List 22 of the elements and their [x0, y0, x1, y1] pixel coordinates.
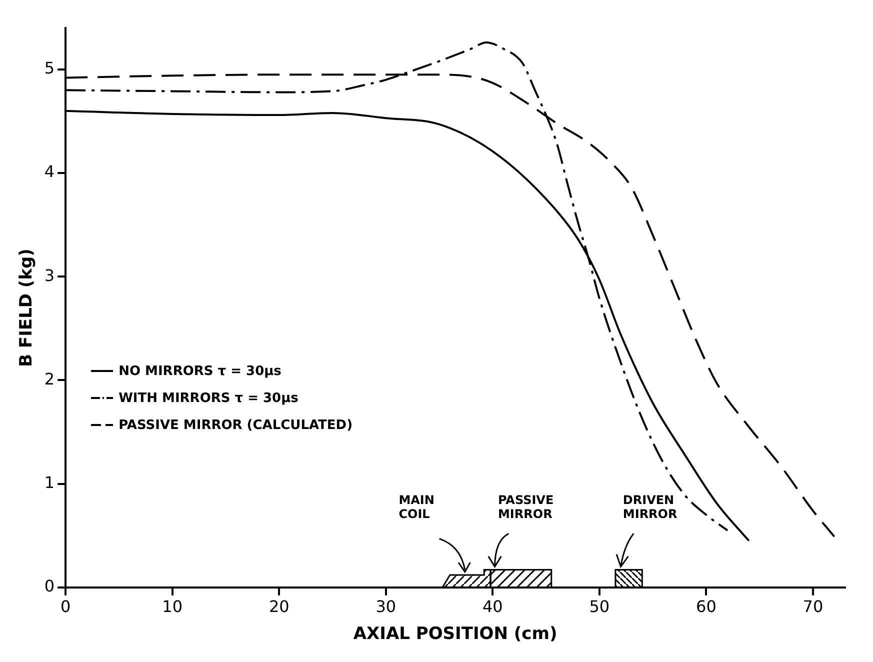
x-tick-label: 70: [802, 597, 824, 616]
x-tick-label: 30: [376, 597, 396, 616]
annotation: PASSIVE MIRROR: [498, 493, 555, 522]
legend-label: NO MIRRORS τ = 30μs: [118, 364, 282, 379]
x-tick-label: 0: [60, 597, 71, 616]
annotation: DRIVEN MIRROR: [622, 493, 678, 522]
y-tick-label: 3: [44, 266, 55, 285]
y-tick-label: 5: [44, 58, 55, 78]
x-tick-label: 40: [482, 597, 503, 616]
annotation: MAIN COIL: [398, 493, 436, 522]
legend-label: WITH MIRRORS τ = 30μs: [118, 390, 298, 406]
x-tick-label: 10: [162, 597, 183, 616]
x-tick-label: 60: [696, 597, 716, 616]
y-tick-label: 2: [44, 369, 55, 388]
x-tick-label: 20: [268, 597, 290, 616]
x-axis-title: AXIAL POSITION (cm): [353, 624, 558, 644]
y-axis-title: B FIELD (kg): [16, 248, 37, 367]
x-tick-label: 50: [589, 597, 610, 616]
y-tick-label: 0: [44, 576, 55, 596]
legend-label: PASSIVE MIRROR (CALCULATED): [118, 418, 353, 433]
y-tick-label: 1: [44, 472, 55, 492]
y-tick-label: 4: [44, 162, 55, 182]
